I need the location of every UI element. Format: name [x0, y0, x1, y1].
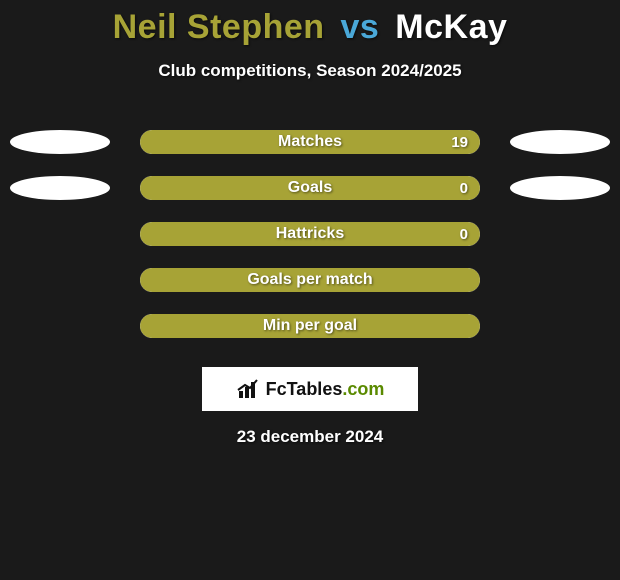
stat-bar: Goals per match [140, 268, 480, 292]
h2h-infographic: Neil Stephen vs McKay Club competitions,… [0, 0, 620, 580]
page-title: Neil Stephen vs McKay [0, 0, 620, 47]
chart-icon [236, 377, 260, 401]
brand-name: FcTables [266, 379, 343, 399]
player2-ellipse [510, 130, 610, 154]
player1-name: Neil Stephen [113, 8, 325, 46]
stat-value: 19 [451, 134, 468, 151]
stat-bar: Hattricks 0 [140, 222, 480, 246]
player1-ellipse [10, 176, 110, 200]
stat-label: Hattricks [276, 225, 344, 243]
stat-row: Goals per match [0, 257, 620, 303]
brand-domain: .com [342, 379, 384, 399]
player1-ellipse [10, 130, 110, 154]
stat-bar: Min per goal [140, 314, 480, 338]
stat-value: 0 [460, 180, 468, 197]
vs-label: vs [341, 8, 380, 46]
subtitle: Club competitions, Season 2024/2025 [0, 61, 620, 81]
stat-label: Goals per match [247, 271, 372, 289]
stat-row: Min per goal [0, 303, 620, 349]
stat-rows: Matches 19 Goals 0 Hattricks 0 Goals per match… [0, 119, 620, 349]
stat-row: Hattricks 0 [0, 211, 620, 257]
branding-badge: FcTables.com [202, 367, 418, 411]
stat-bar: Matches 19 [140, 130, 480, 154]
stat-label: Matches [278, 133, 342, 151]
stat-value: 0 [460, 226, 468, 243]
stat-row: Goals 0 [0, 165, 620, 211]
date-label: 23 december 2024 [0, 427, 620, 447]
player2-name: McKay [395, 8, 507, 46]
stat-label: Min per goal [263, 317, 357, 335]
stat-label: Goals [288, 179, 332, 197]
brand-text: FcTables.com [266, 379, 385, 400]
player2-ellipse [510, 176, 610, 200]
stat-bar: Goals 0 [140, 176, 480, 200]
stat-row: Matches 19 [0, 119, 620, 165]
